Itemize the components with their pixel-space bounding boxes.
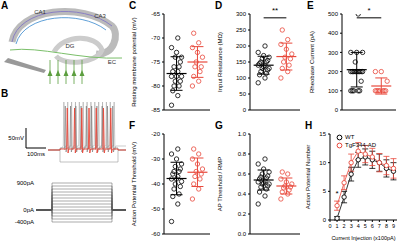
svg-text:CA1: CA1 [34, 9, 46, 15]
svg-text:100ms: 100ms [27, 151, 45, 157]
html-text:F: F [129, 120, 136, 131]
svg-text:8: 8 [385, 223, 388, 229]
svg-text:AP Threshold / RMP: AP Threshold / RMP [217, 157, 223, 211]
svg-text:-65: -65 [151, 11, 160, 17]
svg-text:Resting membrane potential (mV: Resting membrane potential (mV) [131, 17, 137, 107]
svg-text:0.4: 0.4 [238, 191, 247, 197]
svg-text:Action Potential Threshold (mV: Action Potential Threshold (mV) [131, 142, 137, 227]
svg-text:150: 150 [236, 59, 247, 65]
svg-text:200: 200 [236, 43, 247, 49]
svg-text:Rheobase Current (pA): Rheobase Current (pA) [309, 31, 315, 93]
svg-text:250: 250 [236, 27, 247, 33]
svg-text:CA3: CA3 [94, 13, 106, 19]
svg-text:4: 4 [357, 223, 360, 229]
svg-text:9: 9 [392, 223, 393, 229]
svg-text:*: * [367, 6, 370, 15]
html-text:B: B [1, 88, 9, 99]
svg-text:5: 5 [323, 188, 327, 194]
html-text:H: H [305, 120, 313, 131]
html-text:E: E [307, 0, 314, 11]
svg-text:400: 400 [328, 30, 339, 36]
svg-text:-50: -50 [151, 206, 160, 212]
svg-text:-400pA: -400pA [15, 219, 34, 225]
svg-text:0.8: 0.8 [238, 151, 247, 157]
svg-text:1.0: 1.0 [238, 131, 247, 137]
html-text:WT: WT [345, 134, 355, 140]
svg-text:-40: -40 [151, 181, 160, 187]
svg-text:0.0: 0.0 [238, 231, 247, 237]
svg-text:500: 500 [328, 11, 339, 17]
svg-text:5: 5 [364, 223, 367, 229]
svg-text:100: 100 [328, 88, 339, 94]
html-text:G: G [215, 120, 223, 131]
svg-text:-60: -60 [151, 231, 160, 237]
svg-text:10: 10 [319, 160, 326, 166]
svg-text:300: 300 [328, 50, 339, 56]
svg-text:-20: -20 [151, 131, 160, 137]
svg-text:-70: -70 [151, 35, 160, 41]
svg-text:DG: DG [66, 43, 75, 49]
html-text:TgF344-AD: TgF344-AD [345, 142, 376, 148]
svg-text:Current Injection (x100pA): Current Injection (x100pA) [331, 235, 392, 241]
html-text:D: D [215, 0, 223, 11]
svg-text:**: ** [272, 6, 278, 15]
svg-text:1: 1 [336, 223, 339, 229]
svg-text:300: 300 [236, 11, 247, 17]
svg-text:0: 0 [323, 217, 327, 223]
svg-text:Input Resistance (MΩ): Input Resistance (MΩ) [217, 32, 223, 92]
svg-text:50: 50 [239, 91, 246, 97]
svg-text:100: 100 [236, 75, 247, 81]
html-text:C: C [129, 0, 137, 11]
svg-text:6: 6 [371, 223, 374, 229]
svg-text:3: 3 [350, 223, 353, 229]
svg-text:2: 2 [343, 223, 346, 229]
svg-text:200: 200 [328, 69, 339, 75]
svg-text:0.2: 0.2 [238, 211, 247, 217]
svg-text:*: * [335, 189, 338, 198]
svg-text:7: 7 [378, 223, 381, 229]
svg-text:900pA: 900pA [17, 180, 34, 186]
svg-text:0: 0 [243, 107, 247, 113]
svg-text:EC: EC [108, 59, 117, 65]
svg-text:15: 15 [319, 131, 326, 137]
svg-text:-30: -30 [151, 156, 160, 162]
svg-text:-85: -85 [151, 107, 160, 113]
svg-text:Action Potential Number: Action Potential Number [305, 145, 311, 210]
svg-text:-75: -75 [151, 59, 160, 65]
svg-text:0: 0 [335, 107, 339, 113]
svg-text:-80: -80 [151, 83, 160, 89]
svg-text:0pA: 0pA [23, 207, 34, 213]
svg-text:0.6: 0.6 [238, 171, 247, 177]
svg-text:50mV: 50mV [8, 135, 24, 141]
html-text:A: A [1, 0, 9, 11]
svg-text:0: 0 [328, 223, 331, 229]
